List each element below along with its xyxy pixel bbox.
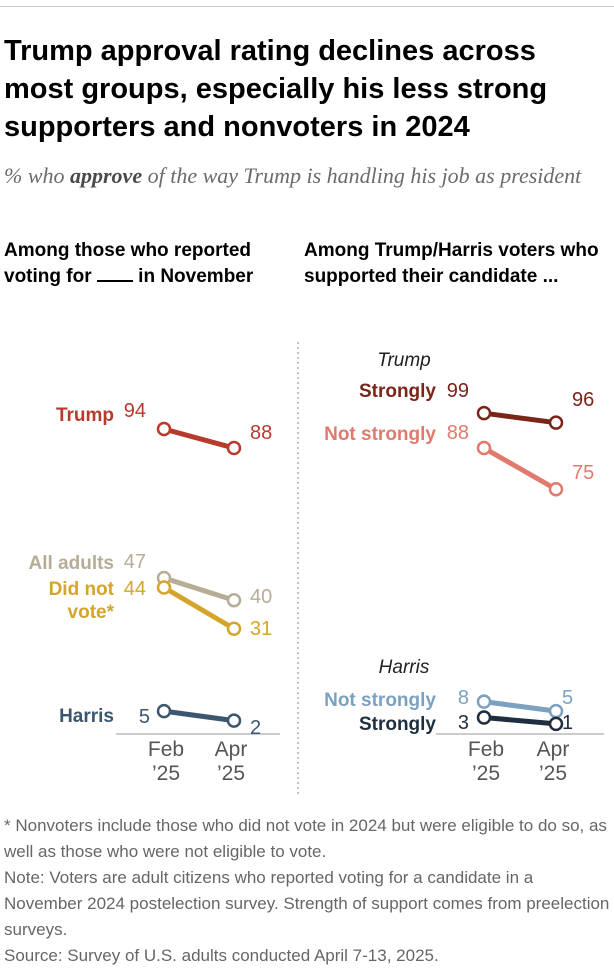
right-harris-not-strongly-line xyxy=(481,699,559,714)
right-trump-not-strongly-series-label: Not strongly xyxy=(324,424,436,445)
left-x-tick-feb-line1: Feb xyxy=(148,738,184,761)
left-x-tick-feb-line2: ’25 xyxy=(152,762,180,785)
left-trump-value-feb: 94 xyxy=(124,400,146,422)
right-trump-strongly-line xyxy=(481,410,559,426)
left-all-adults-series-label: All adults xyxy=(28,553,114,574)
group-label-trump: Trump xyxy=(377,350,430,371)
left-heading-pre: Among those who reported voting for xyxy=(4,240,251,287)
right-trump-not-strongly-value-apr: 75 xyxy=(572,462,594,484)
left-x-tick-apr-line2: ’25 xyxy=(217,762,245,785)
left-trump-line xyxy=(161,426,237,451)
right-harris-strongly-value-apr: 1 xyxy=(562,712,573,734)
right-trump-strongly-value-apr: 96 xyxy=(572,389,594,411)
left-trump-value-apr: 88 xyxy=(250,422,272,444)
left-trump-point-feb xyxy=(156,421,172,437)
left-did-not-vote-line xyxy=(161,585,237,632)
right-harris-strongly-value-feb: 3 xyxy=(458,712,469,734)
right-harris-not-strongly-value-feb: 8 xyxy=(458,687,469,709)
right-x-tick-apr-line1: Apr xyxy=(537,738,570,761)
left-trump-point-apr xyxy=(226,440,242,456)
right-harris-not-strongly-value-apr: 5 xyxy=(562,687,573,709)
left-did-not-vote-value-feb: 44 xyxy=(124,578,146,600)
right-harris-strongly-point-apr xyxy=(548,716,564,732)
group-label-harris: Harris xyxy=(379,657,430,678)
right-harris-not-strongly-series-label: Not strongly xyxy=(324,690,436,711)
chart-subtitle: % who approve of the way Trump is handli… xyxy=(4,160,612,192)
right-trump-strongly-point-feb xyxy=(476,405,492,421)
left-did-not-vote-value-apr: 31 xyxy=(250,618,272,640)
right-harris-not-strongly-point-apr xyxy=(548,703,564,719)
right-trump-not-strongly-point-feb xyxy=(476,440,492,456)
left-harris-point-feb xyxy=(156,703,172,719)
right-panel-heading: Among Trump/Harris voters who supported … xyxy=(304,240,599,287)
left-harris-point-apr xyxy=(226,713,242,728)
right-trump-strongly-value-feb: 99 xyxy=(447,380,469,402)
right-harris-strongly-point-feb xyxy=(476,710,492,725)
left-harris-value-apr: 2 xyxy=(250,717,261,739)
left-did-not-vote-series-label-1: Did not xyxy=(49,579,115,600)
right-trump-not-strongly-value-feb: 88 xyxy=(447,422,469,444)
left-trump-series-label: Trump xyxy=(56,405,114,426)
left-all-adults-value-apr: 40 xyxy=(250,586,272,608)
left-all-adults-value-feb: 47 xyxy=(124,551,146,573)
right-x-tick-feb-line2: ’25 xyxy=(472,762,500,785)
left-harris-line xyxy=(161,708,237,724)
subtitle-post: of the way Trump is handling his job as … xyxy=(142,163,582,188)
right-trump-not-strongly-line xyxy=(481,445,559,492)
left-did-not-vote-point-apr xyxy=(226,621,242,636)
left-x-tick-apr-line1: Apr xyxy=(215,738,248,761)
right-trump-strongly-series-label: Strongly xyxy=(359,381,436,402)
note-text: Note: Voters are adult citizens who repo… xyxy=(4,868,610,939)
right-x-tick-feb-line1: Feb xyxy=(468,738,504,761)
top-rule xyxy=(0,6,614,7)
left-did-not-vote-point-feb xyxy=(156,580,172,595)
blank-line xyxy=(96,264,133,282)
chart-notes: * Nonvoters include those who did not vo… xyxy=(4,813,610,969)
left-heading-post: in November xyxy=(138,266,254,287)
left-harris-value-feb: 5 xyxy=(139,706,150,728)
right-trump-strongly-point-apr xyxy=(548,415,564,430)
right-harris-not-strongly-point-feb xyxy=(476,694,492,709)
chart-title: Trump approval rating declines across mo… xyxy=(4,35,548,143)
left-did-not-vote-series-label-2: vote* xyxy=(68,602,115,623)
right-harris-strongly-series-label: Strongly xyxy=(359,714,436,735)
right-harris-strongly-line xyxy=(481,714,559,727)
left-panel-heading: Among those who reported voting for in N… xyxy=(4,238,294,290)
subtitle-emphasis: approve xyxy=(70,163,143,188)
right-x-tick-apr-line2: ’25 xyxy=(539,762,567,785)
left-all-adults-point-apr xyxy=(226,592,242,608)
right-trump-not-strongly-point-apr xyxy=(548,482,564,497)
source-text: Source: Survey of U.S. adults conducted … xyxy=(4,946,439,965)
left-all-adults-line xyxy=(161,575,237,603)
footnote-text: * Nonvoters include those who did not vo… xyxy=(4,816,607,861)
left-harris-series-label: Harris xyxy=(59,706,114,727)
subtitle-pre: % who xyxy=(4,163,70,188)
